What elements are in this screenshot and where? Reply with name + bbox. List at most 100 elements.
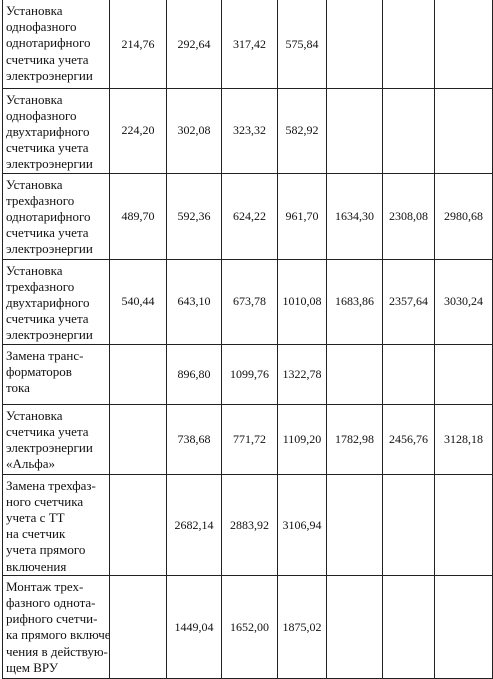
value-cell: 489,70 [109, 172, 167, 260]
value-cell: 317,42 [221, 0, 278, 89]
value-cell [382, 343, 435, 405]
value-cell: 323,32 [221, 87, 278, 174]
label-line: рифного счетчи- [6, 611, 98, 627]
label-line: электроэнергии [6, 156, 93, 172]
value-cell: 643,10 [166, 258, 222, 345]
value-cell [434, 473, 493, 576]
value-cell [326, 343, 383, 405]
value-cell: 582,92 [277, 87, 327, 174]
label-line: электроэнергии [6, 327, 93, 343]
value-cell: 1010,08 [277, 258, 327, 345]
value-cell [109, 403, 167, 475]
value-cell: 738,68 [166, 403, 222, 475]
value-cell: 1683,86 [326, 258, 383, 345]
value-cell: 2980,68 [434, 172, 493, 260]
value-cell: 540,44 [109, 258, 167, 345]
value-cell: 1782,98 [326, 403, 383, 475]
value-cell: 1449,04 [166, 574, 222, 679]
row-label: Замена трехфаз-ного счетчика учета с ТТ на… [2, 473, 110, 576]
label-line: Установка [6, 262, 63, 278]
value-cell [434, 574, 493, 679]
value-cell: 896,80 [166, 343, 222, 405]
value-cell [382, 574, 435, 679]
table-row: Установка трехфазного двухтарифного счетчик… [2, 258, 493, 345]
label-line: чения в действую- [6, 643, 108, 659]
value-cell [326, 0, 383, 89]
value-cell: 2883,92 [221, 473, 278, 576]
label-line: однофазного [6, 19, 77, 35]
label-line: однофазного [6, 107, 77, 123]
label-line: счетчика учета [6, 311, 89, 327]
table-row: Установка трехфазного однотарифного счетчик… [2, 172, 493, 260]
value-cell [109, 473, 167, 576]
row-label: Установка трехфазного однотарифного счетчик… [2, 172, 110, 260]
label-line: тока [6, 379, 30, 395]
value-cell [326, 87, 383, 174]
value-cell [109, 343, 167, 405]
row-label: Замена транс-форматоров тока [2, 343, 110, 405]
value-cell: 673,78 [221, 258, 278, 345]
label-line: ного счетчика [6, 493, 84, 509]
label-line: «Альфа» [6, 456, 55, 472]
label-line: счетчика учета [6, 423, 89, 439]
label-line: однотарифного [6, 208, 91, 224]
label-line: включения [6, 558, 67, 574]
label-line: Замена транс- [6, 347, 84, 363]
value-cell: 292,64 [166, 0, 222, 89]
label-line: Монтаж трех- [6, 578, 84, 594]
label-line: однотарифного [6, 35, 91, 51]
value-cell: 3106,94 [277, 473, 327, 576]
row-label: Монтаж трех-фазного однота-рифного счетч… [2, 574, 110, 679]
value-cell: 214,76 [109, 0, 167, 89]
label-line: на счетчик [6, 526, 66, 542]
label-line: Установка [6, 3, 63, 18]
value-cell [326, 473, 383, 576]
value-cell: 3030,24 [434, 258, 493, 345]
value-cell [434, 0, 493, 89]
value-cell: 1652,00 [221, 574, 278, 679]
value-cell: 771,72 [221, 403, 278, 475]
value-cell: 1099,76 [221, 343, 278, 405]
label-line: двухтарифного [6, 294, 90, 310]
value-cell: 2357,64 [382, 258, 435, 345]
value-cell [109, 574, 167, 679]
label-line: трехфазного [6, 192, 75, 208]
value-cell: 3128,18 [434, 403, 493, 475]
table-row: Монтаж трех-фазного однота-рифного счетч… [2, 574, 493, 679]
label-line: Установка [6, 91, 63, 107]
value-cell [434, 343, 493, 405]
value-cell: 1109,20 [277, 403, 327, 475]
table-row: Установка однофазного однотарифного счетчик… [2, 0, 493, 89]
label-line: учета с ТТ [6, 509, 65, 525]
value-cell: 592,36 [166, 172, 222, 260]
label-line: фазного однота- [6, 594, 96, 610]
label-line: Установка [6, 176, 63, 192]
value-cell: 2682,14 [166, 473, 222, 576]
value-cell [434, 87, 493, 174]
label-line: счетчика учета [6, 51, 89, 67]
label-line: счетчика учета [6, 140, 89, 156]
label-line: двухтарифного [6, 123, 90, 139]
value-cell: 1322,78 [277, 343, 327, 405]
value-cell: 624,22 [221, 172, 278, 260]
value-cell: 1875,02 [277, 574, 327, 679]
value-cell: 1634,30 [326, 172, 383, 260]
value-cell: 302,08 [166, 87, 222, 174]
table-row: Установка счетчика учета электроэнергии «Ал… [2, 403, 493, 475]
value-cell [382, 0, 435, 89]
table-row: Замена трехфаз-ного счетчика учета с ТТ на… [2, 473, 493, 576]
label-line: трехфазного [6, 278, 75, 294]
table-row: Установка однофазного двухтарифного счетчик… [2, 87, 493, 174]
value-cell [326, 574, 383, 679]
value-cell: 224,20 [109, 87, 167, 174]
label-line: Замена трехфаз- [6, 477, 96, 493]
value-cell [382, 87, 435, 174]
label-line: ка прямого включе- [6, 627, 110, 643]
label-line: учета прямого [6, 542, 86, 558]
label-line: щем ВРУ [6, 659, 59, 675]
label-line: электроэнергии [6, 67, 93, 83]
label-line: счетчика учета [6, 225, 89, 241]
table-row: Замена транс-форматоров тока 896,80 1099,76… [2, 343, 493, 405]
